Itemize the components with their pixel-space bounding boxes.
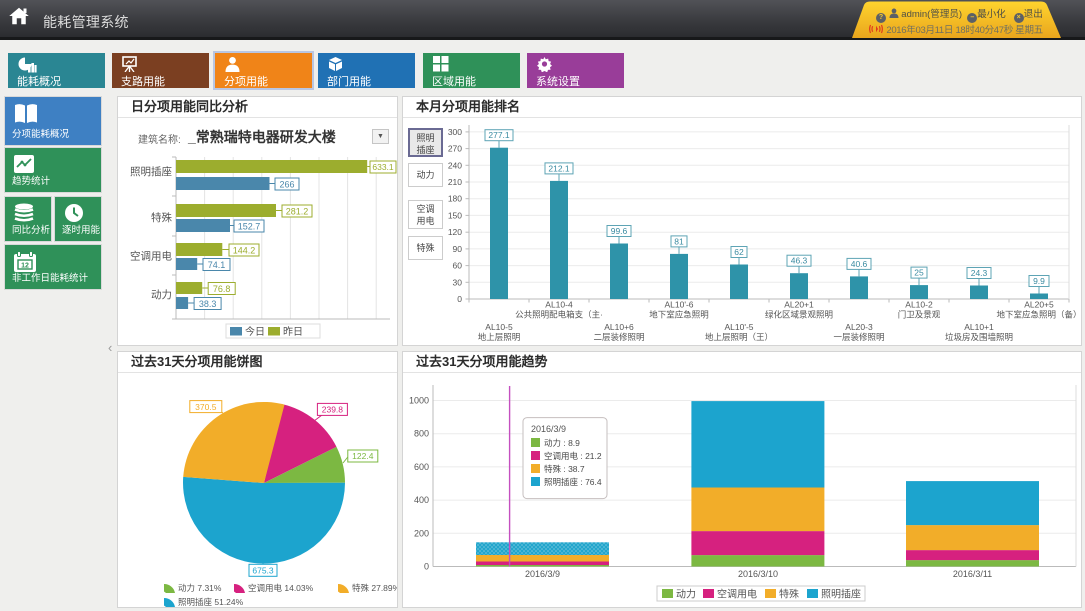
- svg-text:AL20+5: AL20+5: [1024, 300, 1054, 310]
- svg-text:266: 266: [279, 180, 294, 190]
- svg-text:0: 0: [424, 562, 429, 572]
- svg-text:281.2: 281.2: [286, 207, 309, 217]
- svg-text:12: 12: [21, 263, 29, 270]
- svg-text:99.6: 99.6: [611, 226, 628, 236]
- svg-text:30: 30: [453, 277, 463, 287]
- svg-text:2016/3/11: 2016/3/11: [953, 569, 992, 579]
- svg-text:特殊 : 38.7: 特殊 : 38.7: [544, 464, 585, 474]
- svg-text:空调用电 14.03%: 空调用电 14.03%: [248, 583, 314, 593]
- svg-text:公共照明配电箱支（主·: 公共照明配电箱支（主·: [515, 310, 603, 320]
- svg-text:动力 7.31%: 动力 7.31%: [178, 583, 222, 593]
- svg-text:照明插座: 照明插座: [821, 588, 861, 601]
- svg-text:62: 62: [734, 247, 744, 257]
- svg-text:120: 120: [448, 227, 462, 237]
- svg-text:地下室应急照明: 地下室应急照明: [649, 310, 709, 320]
- svg-text:2016/3/9: 2016/3/9: [531, 424, 566, 434]
- svg-text:81: 81: [674, 236, 684, 246]
- svg-text:今日: 今日: [245, 325, 265, 338]
- svg-text:AL10-2: AL10-2: [905, 300, 933, 310]
- svg-text:90: 90: [453, 244, 463, 254]
- svg-text:60: 60: [453, 261, 463, 271]
- svg-text:AL10'-5: AL10'-5: [724, 322, 753, 332]
- svg-text:动力: 动力: [151, 288, 172, 301]
- svg-text:昨日: 昨日: [283, 326, 303, 338]
- svg-text:AL20+1: AL20+1: [784, 300, 814, 310]
- svg-text:300: 300: [448, 127, 462, 137]
- svg-text:76.8: 76.8: [213, 284, 231, 294]
- svg-text:AL10-5: AL10-5: [485, 322, 513, 332]
- svg-text:一层装修照明: 一层装修照明: [833, 332, 884, 342]
- svg-text:800: 800: [414, 429, 429, 439]
- svg-text:150: 150: [448, 210, 462, 220]
- svg-text:0: 0: [457, 294, 462, 304]
- svg-text:地下室应急照明（备）: 地下室应急照明（备）: [996, 310, 1081, 320]
- svg-text:122.4: 122.4: [352, 451, 374, 461]
- svg-text:动力 : 8.9: 动力 : 8.9: [544, 438, 580, 448]
- svg-text:633.1: 633.1: [372, 162, 394, 172]
- svg-text:特殊 27.89%: 特殊 27.89%: [352, 583, 397, 593]
- svg-text:200: 200: [414, 528, 429, 538]
- svg-text:AL20-3: AL20-3: [845, 322, 873, 332]
- svg-text:空调用电: 空调用电: [717, 588, 757, 601]
- svg-text:74.1: 74.1: [208, 260, 226, 270]
- svg-text:40.6: 40.6: [851, 259, 868, 269]
- svg-text:AL10'-6: AL10'-6: [664, 300, 693, 310]
- svg-text:动力: 动力: [676, 588, 696, 601]
- svg-text:370.5: 370.5: [195, 402, 217, 412]
- svg-text:AL10+1: AL10+1: [964, 322, 994, 332]
- svg-text:212.1: 212.1: [548, 163, 570, 173]
- svg-text:239.8: 239.8: [322, 405, 344, 415]
- svg-text:270: 270: [448, 144, 462, 154]
- svg-text:1000: 1000: [409, 396, 429, 406]
- svg-text:9.9: 9.9: [1033, 276, 1045, 286]
- svg-text:675.3: 675.3: [252, 566, 274, 576]
- svg-text:2016/3/9: 2016/3/9: [525, 569, 560, 579]
- svg-text:46.3: 46.3: [791, 256, 808, 266]
- svg-text:210: 210: [448, 177, 462, 187]
- svg-text:277.1: 277.1: [488, 130, 510, 140]
- svg-text:25: 25: [914, 268, 924, 278]
- svg-text:门卫及景观: 门卫及景观: [898, 310, 941, 320]
- svg-text:600: 600: [414, 462, 429, 472]
- svg-text:AL10+6: AL10+6: [604, 322, 634, 332]
- svg-text:垃圾房及围墙照明: 垃圾房及围墙照明: [945, 332, 1013, 342]
- svg-text:绿化区域景观照明: 绿化区域景观照明: [765, 310, 833, 320]
- svg-text:地上层照明（王）: 地上层照明（王）: [705, 332, 773, 342]
- svg-text:特殊: 特殊: [151, 211, 172, 224]
- svg-text:地上层照明: 地上层照明: [478, 332, 521, 342]
- svg-text:152.7: 152.7: [238, 222, 261, 232]
- svg-text:AL10-4: AL10-4: [545, 300, 573, 310]
- svg-text:400: 400: [414, 495, 429, 505]
- svg-text:二层装修照明: 二层装修照明: [593, 332, 644, 342]
- svg-text:空调用电: 空调用电: [130, 250, 172, 263]
- svg-text:空调用电 : 21.2: 空调用电 : 21.2: [544, 451, 602, 461]
- svg-text:240: 240: [448, 160, 462, 170]
- svg-text:照明插座: 照明插座: [130, 165, 172, 178]
- svg-text:2016/3/10: 2016/3/10: [738, 569, 778, 579]
- svg-text:38.3: 38.3: [199, 299, 217, 309]
- svg-text:144.2: 144.2: [233, 246, 256, 256]
- svg-text:180: 180: [448, 194, 462, 204]
- svg-text:特殊: 特殊: [779, 588, 799, 601]
- svg-text:照明插座 51.24%: 照明插座 51.24%: [178, 597, 244, 607]
- svg-text:照明插座 : 76.4: 照明插座 : 76.4: [544, 477, 602, 487]
- svg-text:24.3: 24.3: [971, 268, 988, 278]
